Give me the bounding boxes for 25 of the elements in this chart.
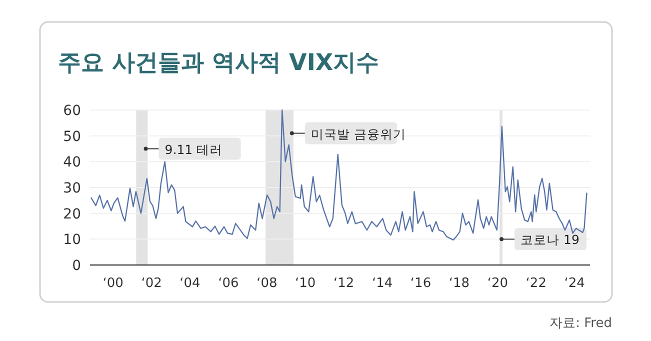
annotation: 미국발 금융위기: [310, 126, 406, 142]
chart-title: 주요 사건들과 역사적 VIX지수: [58, 50, 380, 76]
x-tick-label: ‘24: [564, 276, 585, 291]
x-tick-label: ‘10: [295, 276, 316, 291]
y-tick-label: 10: [63, 232, 81, 248]
x-tick-label: ‘02: [141, 276, 162, 291]
y-tick-label: 60: [63, 103, 81, 119]
text: 자료: Fred: [550, 316, 612, 331]
x-tick-label: ‘22: [526, 276, 546, 291]
x-tick-label: ‘18: [448, 276, 470, 291]
x-tick-label: ‘14: [372, 276, 393, 291]
x-tick-label: ‘20: [487, 276, 508, 291]
x-tick-label: ‘04: [180, 276, 200, 291]
annotation: 9.11 테러: [164, 142, 223, 157]
x-tick-label: ‘12: [334, 276, 354, 291]
y-tick-label: 20: [63, 206, 81, 222]
x-tick-label: ‘06: [218, 276, 239, 291]
y-tick-label: 50: [63, 128, 81, 145]
y-tick-label: 0: [72, 258, 81, 274]
x-tick-label: ‘00: [102, 276, 124, 291]
annotation: 코로나 19: [520, 232, 580, 248]
x-tick-label: ‘08: [256, 276, 278, 291]
y-tick-label: 30: [63, 180, 81, 196]
x-tick-label: ‘16: [410, 276, 432, 291]
y-tick-label: 40: [63, 154, 81, 171]
